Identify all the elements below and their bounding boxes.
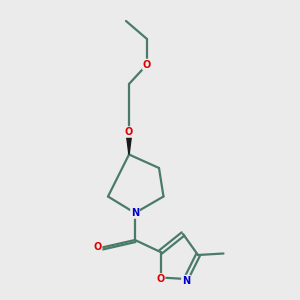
Text: O: O (93, 242, 102, 253)
Text: O: O (143, 59, 151, 70)
Polygon shape (126, 132, 132, 154)
Text: N: N (182, 275, 190, 286)
Text: O: O (156, 274, 165, 284)
Text: O: O (125, 127, 133, 137)
Text: N: N (131, 208, 139, 218)
